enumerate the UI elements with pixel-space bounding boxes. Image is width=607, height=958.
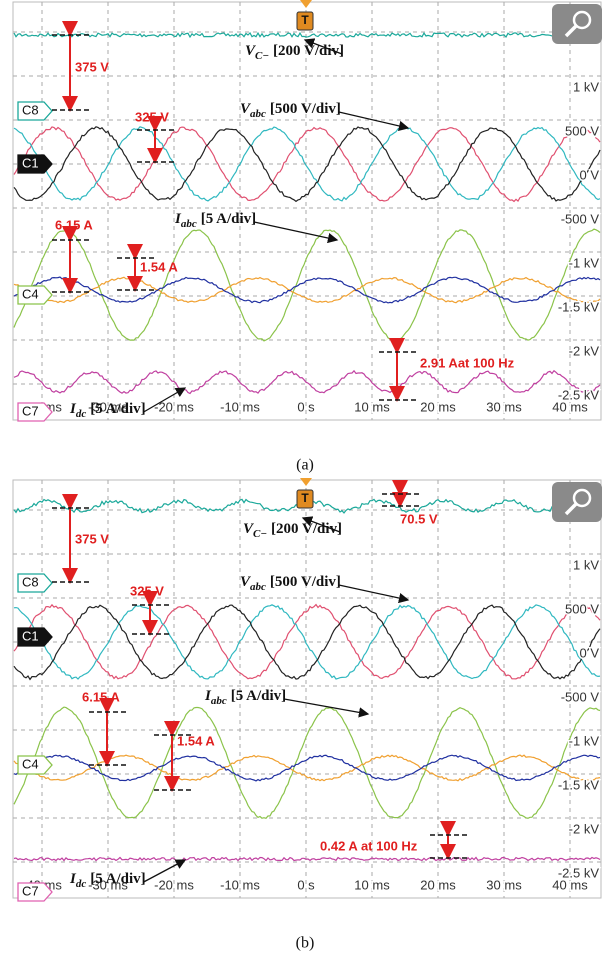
x-tick-label: 0 s: [297, 877, 315, 892]
y-tick-label: -1.5 kV: [558, 777, 600, 792]
x-tick-label: -10 ms: [220, 399, 260, 414]
signal-scale: [500 V/div]: [270, 101, 341, 117]
annotation: 1.54 A: [140, 259, 178, 274]
signal-scale: [5 A/div]: [201, 211, 256, 227]
caption: (a): [296, 457, 314, 474]
signal-subscript: abc: [250, 108, 266, 120]
y-tick-label: 1 kV: [573, 557, 599, 572]
y-tick-label: 1 kV: [573, 79, 599, 94]
signal-subscript: C−: [255, 50, 269, 62]
x-tick-label: 0 s: [297, 399, 315, 414]
channel-label: C8: [22, 102, 39, 117]
annotation: 325 V: [135, 109, 169, 124]
annotation: 1.54 A: [177, 733, 215, 748]
x-tick-label: 40 ms: [552, 399, 588, 414]
channel-label: C8: [22, 574, 39, 589]
signal-subscript: dc: [76, 408, 87, 420]
y-tick-label: -500 V: [561, 211, 600, 226]
x-tick-label: 10 ms: [354, 877, 390, 892]
signal-subscript: abc: [250, 581, 266, 593]
annotation: 325 V: [130, 583, 164, 598]
signal-scale: [200 V/div]: [271, 521, 342, 537]
annotation: 375 V: [75, 531, 109, 546]
trigger-label: T: [301, 491, 309, 505]
signal-subscript: dc: [76, 878, 87, 890]
x-tick-label: 20 ms: [420, 877, 456, 892]
annotation: 0.42 A at 100 Hz: [320, 838, 418, 853]
annotation: 375 V: [75, 59, 109, 74]
zoom-button: [552, 482, 602, 522]
channel-label: C7: [22, 403, 39, 418]
x-tick-label: 40 ms: [552, 877, 588, 892]
x-tick-label: 30 ms: [486, 399, 522, 414]
y-tick-label: 0 V: [579, 167, 599, 182]
x-tick-label: -20 ms: [154, 877, 194, 892]
annotation: 70.5 V: [400, 511, 438, 526]
signal-subscript: abc: [181, 218, 197, 230]
signal-scale: [500 V/div]: [270, 574, 341, 590]
channel-label: C1: [22, 628, 39, 643]
x-tick-label: 10 ms: [354, 399, 390, 414]
zoom-button: [552, 4, 602, 44]
signal-subscript: C−: [253, 528, 267, 540]
signal-scale: [5 A/div]: [90, 401, 145, 417]
channel-label: C1: [22, 155, 39, 170]
y-tick-label: 500 V: [565, 601, 599, 616]
y-tick-label: -2 kV: [569, 343, 600, 358]
figure: 11 kV500 V0 V-500 V-1 kV-1.5 kV-2 kV-2.5…: [0, 0, 607, 958]
signal-subscript: abc: [211, 695, 227, 707]
y-tick-label: -1 kV: [569, 255, 600, 270]
y-tick-label: 500 V: [565, 123, 599, 138]
caption: (b): [296, 935, 315, 952]
channel-label: C4: [22, 286, 39, 301]
y-tick-label: 0 V: [579, 645, 599, 660]
y-tick-label: -1 kV: [569, 733, 600, 748]
y-tick-label: -1.5 kV: [558, 299, 600, 314]
x-tick-label: -10 ms: [220, 877, 260, 892]
channel-label: C4: [22, 756, 39, 771]
signal-scale: [5 A/div]: [90, 871, 145, 887]
signal-scale: [200 V/div]: [273, 43, 344, 59]
signal-scale: [5 A/div]: [231, 688, 286, 704]
channel-label: C7: [22, 883, 39, 898]
annotation: 2.91 Aat 100 Hz: [420, 355, 515, 370]
x-tick-label: 20 ms: [420, 399, 456, 414]
y-tick-label: -2 kV: [569, 821, 600, 836]
annotation: 6.15 A: [82, 689, 120, 704]
annotation: 6.15 A: [55, 217, 93, 232]
x-tick-label: 30 ms: [486, 877, 522, 892]
y-tick-label: -500 V: [561, 689, 600, 704]
trigger-label: T: [301, 13, 309, 27]
